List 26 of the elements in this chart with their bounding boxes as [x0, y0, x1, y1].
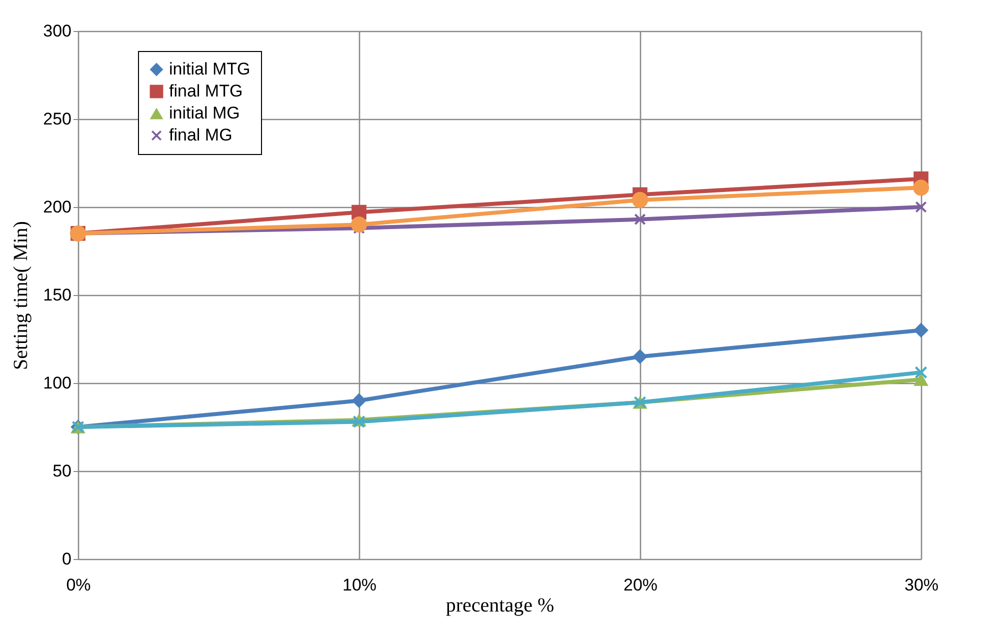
point [350, 216, 368, 233]
legend-label: final MG [169, 126, 232, 144]
y-tick-label: 150 [43, 286, 72, 304]
point [912, 180, 930, 196]
y-tick-label: 100 [43, 374, 72, 392]
x-tick-label: 10% [342, 576, 377, 594]
y-axis-title: Setting time( Min) [10, 221, 32, 370]
point [352, 393, 366, 408]
x-axis-title: precentage % [446, 594, 554, 616]
legend-label: final MTG [169, 82, 243, 100]
legend-label: initial MG [169, 104, 240, 122]
x-tick-label: 0% [66, 576, 91, 594]
y-tick-label: 250 [43, 110, 72, 128]
y-tick-label: 50 [52, 462, 72, 480]
legend-label: initial MTG [169, 60, 250, 78]
point [914, 322, 928, 338]
point [634, 214, 646, 225]
point [914, 366, 928, 378]
y-tick-label: 0 [62, 550, 72, 568]
point [632, 349, 648, 364]
point [632, 192, 648, 208]
x-tick-label: 20% [623, 576, 658, 594]
point [914, 373, 928, 386]
x-tick-label: 30% [904, 576, 939, 594]
y-tick-label: 300 [43, 22, 72, 40]
y-tick-label: 200 [43, 198, 72, 216]
